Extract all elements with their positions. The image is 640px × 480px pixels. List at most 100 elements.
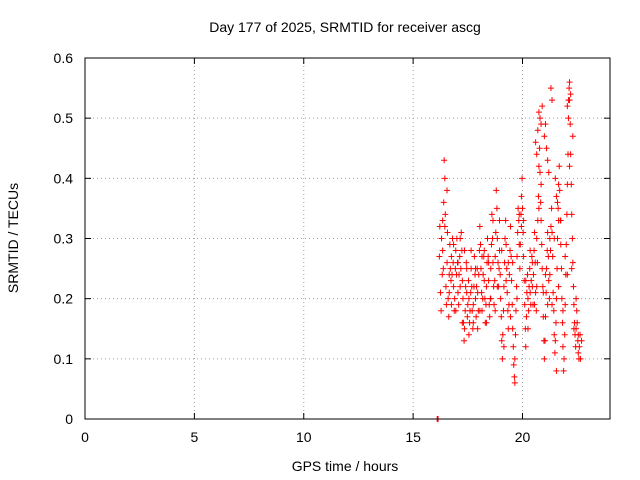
data-point (441, 175, 448, 182)
data-point (555, 205, 562, 212)
data-point (530, 271, 537, 278)
data-point (508, 277, 515, 284)
data-point (507, 247, 514, 254)
data-point (565, 97, 572, 104)
data-point (450, 241, 457, 248)
x-tick-label: 10 (296, 429, 312, 445)
data-point (544, 157, 551, 164)
data-point (533, 307, 540, 314)
data-point (459, 277, 466, 284)
data-point (491, 301, 498, 308)
data-point (524, 325, 531, 332)
data-point (439, 217, 446, 224)
data-point (569, 235, 576, 242)
data-point (442, 283, 449, 290)
data-point (494, 283, 501, 290)
data-point (436, 223, 443, 230)
data-points (434, 79, 585, 422)
data-point (542, 121, 549, 128)
data-point (502, 217, 509, 224)
data-point (465, 331, 472, 338)
data-point (452, 265, 459, 272)
data-point (445, 295, 452, 302)
data-point (567, 91, 574, 98)
data-point (503, 277, 510, 284)
data-point (448, 253, 455, 260)
data-point (473, 283, 480, 290)
data-point (537, 115, 543, 122)
data-point (556, 163, 563, 170)
data-point (528, 253, 535, 260)
data-point (464, 313, 471, 320)
data-point (519, 205, 526, 212)
data-point (498, 337, 505, 344)
data-point (483, 283, 490, 290)
data-point (567, 121, 574, 128)
data-point (472, 265, 479, 272)
data-point (457, 265, 464, 272)
data-point (463, 265, 470, 272)
data-point (562, 253, 569, 260)
data-point (470, 319, 477, 326)
data-point (469, 307, 476, 314)
x-tick-label: 5 (190, 429, 198, 445)
data-point (447, 265, 454, 272)
data-point (479, 253, 486, 260)
data-point (570, 325, 577, 332)
data-point (478, 289, 485, 296)
data-point (446, 271, 453, 278)
data-point (476, 223, 483, 230)
data-point (520, 217, 527, 224)
data-point (577, 355, 584, 362)
data-point (542, 337, 549, 344)
data-point (552, 337, 559, 344)
data-point (534, 127, 541, 134)
x-axis-label: GPS time / hours (292, 458, 399, 474)
data-point (496, 217, 503, 224)
data-point (528, 277, 535, 284)
data-point (503, 241, 510, 248)
data-point (525, 307, 532, 314)
data-point (557, 217, 564, 224)
data-point (461, 337, 468, 344)
data-point (554, 199, 561, 206)
data-point (451, 295, 458, 302)
data-point (565, 115, 572, 122)
data-point (510, 361, 517, 368)
data-point (486, 313, 493, 320)
data-point (457, 235, 464, 242)
data-point (522, 343, 529, 350)
data-point (518, 223, 525, 230)
data-point (457, 283, 464, 290)
data-point (488, 211, 495, 218)
data-point (552, 319, 559, 326)
data-point (559, 343, 566, 350)
data-point (542, 271, 549, 278)
data-point (535, 109, 542, 116)
data-point (538, 217, 545, 224)
data-point (570, 283, 577, 290)
data-point (489, 217, 496, 224)
data-point (455, 301, 462, 308)
data-point (538, 241, 545, 248)
data-point (519, 175, 526, 182)
data-point (526, 265, 533, 272)
data-point (562, 301, 569, 308)
data-point (460, 295, 466, 302)
x-tick-label: 20 (515, 429, 531, 445)
data-point (497, 295, 504, 302)
y-tick-label: 0.3 (54, 231, 74, 247)
data-point (550, 307, 557, 314)
data-point (499, 331, 506, 338)
data-point (567, 151, 574, 158)
data-point (456, 253, 463, 260)
data-point (495, 259, 501, 266)
data-point (484, 235, 491, 242)
data-point (503, 265, 510, 272)
data-point (454, 289, 461, 296)
data-point (569, 133, 576, 140)
data-point (472, 295, 479, 302)
data-point (553, 193, 560, 200)
data-point (558, 265, 565, 272)
data-point (547, 85, 554, 92)
